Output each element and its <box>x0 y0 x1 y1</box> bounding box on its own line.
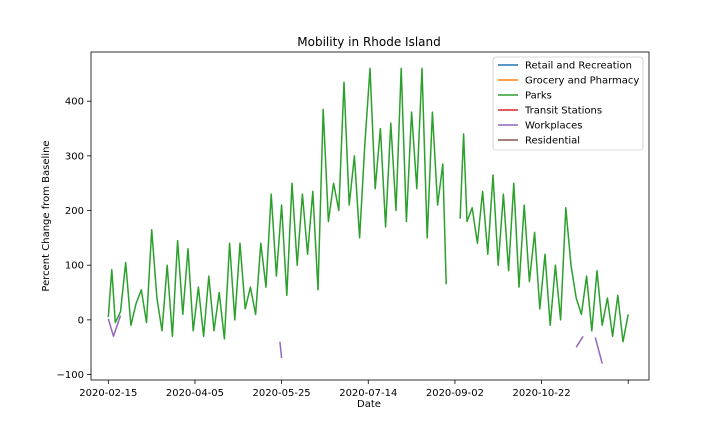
y-axis-label: Percent Change from Baseline <box>41 140 52 291</box>
legend-label-5: Workplaces <box>525 121 582 132</box>
legend-label-4: Transit Stations <box>524 106 602 117</box>
y-tick-label: 300 <box>65 151 84 162</box>
x-tick-label: 2020-07-14 <box>339 388 397 399</box>
legend-label-2: Grocery and Pharmacy <box>525 76 639 87</box>
plot-frame <box>90 51 650 381</box>
series-line-3-segment-1 <box>107 67 447 340</box>
series-5-group <box>107 315 603 364</box>
chart-title: Mobility in Rhode Island <box>297 35 441 49</box>
legend: Retail and Recreation Grocery and Pharmac… <box>492 56 644 151</box>
legend-label-6: Residential <box>525 136 580 147</box>
series-line-5-segment-14 <box>279 341 283 359</box>
series-line-5-segment-38 <box>575 335 584 348</box>
x-axis-label: Date <box>357 399 381 410</box>
legend-label-3: Parks <box>525 91 552 102</box>
series-line-5-segment-39 <box>594 337 603 364</box>
legend-label-1: Retail and Recreation <box>525 61 632 72</box>
x-axis: 2020-02-15 2020-04-05 2020-05-25 2020-07-14… <box>79 380 629 399</box>
y-tick-label: 100 <box>65 261 84 272</box>
series-line-3-segment-2 <box>459 133 629 343</box>
x-tick-label: 2020-02-15 <box>79 388 137 399</box>
x-tick-label: 2020-04-05 <box>166 388 224 399</box>
y-tick-label: 400 <box>65 97 84 108</box>
x-tick-label: 2020-10-22 <box>512 388 570 399</box>
series-3-group <box>107 67 629 343</box>
y-tick-label: −100 <box>57 370 84 381</box>
y-tick-label: 0 <box>78 315 84 326</box>
x-tick-label: 2020-05-25 <box>253 388 311 399</box>
y-axis: −100 0 100 200 300 400 <box>57 97 91 381</box>
y-tick-label: 200 <box>65 206 84 217</box>
series-line-5-segment-1 <box>107 315 122 338</box>
legend-box <box>492 56 644 151</box>
x-tick-label: 2020-09-02 <box>426 388 484 399</box>
series-layer <box>107 67 629 364</box>
